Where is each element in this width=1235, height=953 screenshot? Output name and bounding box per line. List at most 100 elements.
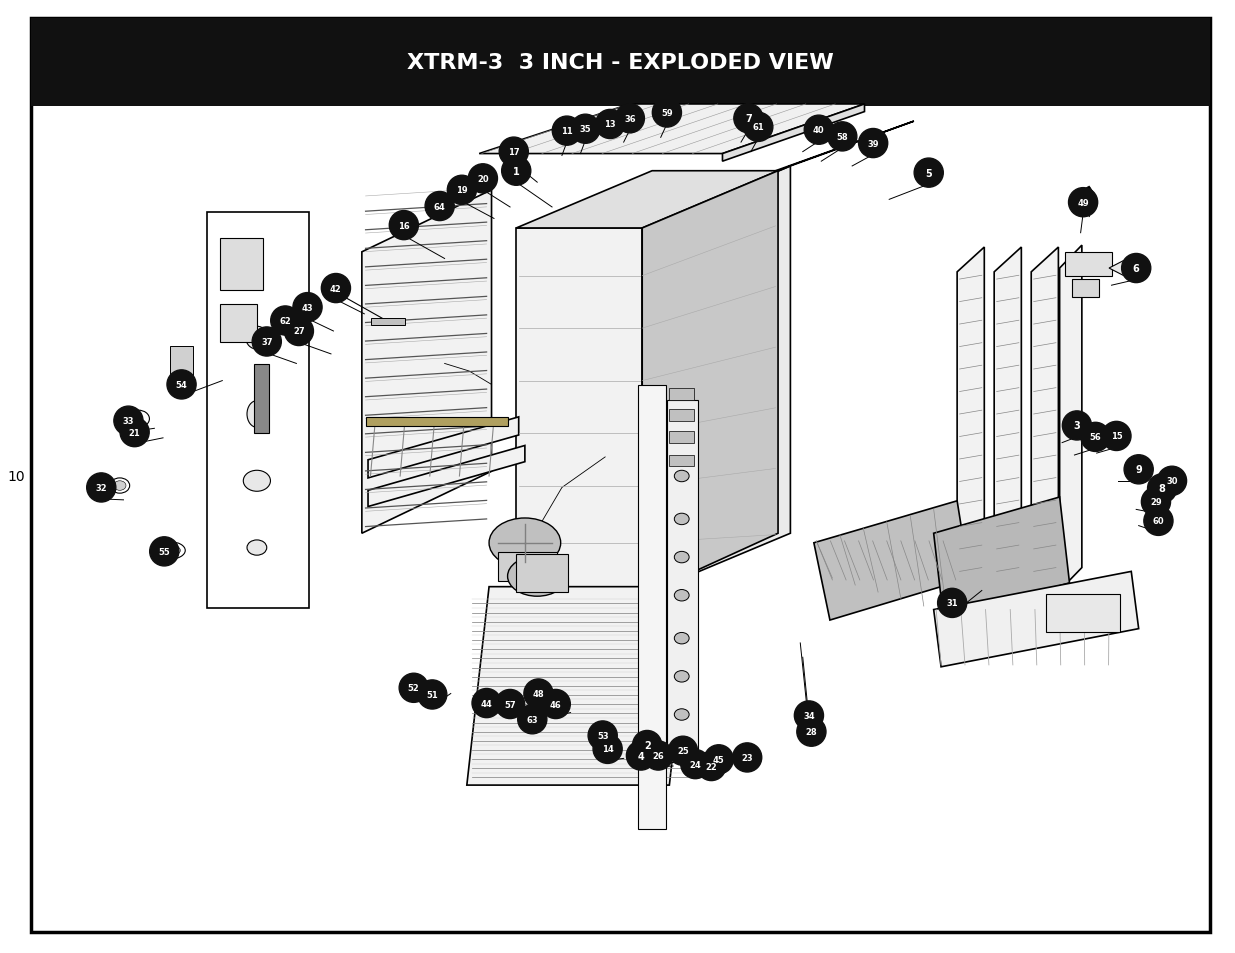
- Ellipse shape: [270, 307, 300, 335]
- Text: 33: 33: [122, 416, 135, 426]
- Ellipse shape: [247, 401, 267, 428]
- Text: 56: 56: [1089, 433, 1102, 442]
- Ellipse shape: [1081, 423, 1110, 452]
- Polygon shape: [362, 191, 492, 534]
- Ellipse shape: [937, 589, 967, 618]
- Text: 29: 29: [1150, 497, 1162, 507]
- Text: 37: 37: [261, 337, 273, 347]
- Ellipse shape: [674, 709, 689, 720]
- Polygon shape: [722, 105, 864, 162]
- Bar: [669, 389, 694, 400]
- Ellipse shape: [1062, 412, 1092, 440]
- Bar: [170, 347, 193, 385]
- Text: 61: 61: [752, 123, 764, 132]
- Text: 31: 31: [946, 598, 958, 608]
- Ellipse shape: [588, 721, 618, 750]
- Text: 3: 3: [1073, 421, 1081, 431]
- Ellipse shape: [389, 212, 419, 240]
- Polygon shape: [642, 172, 778, 596]
- Text: XTRM-3  3 INCH - EXPLODED VIEW: XTRM-3 3 INCH - EXPLODED VIEW: [406, 53, 834, 72]
- Polygon shape: [1109, 261, 1139, 276]
- Text: 10: 10: [7, 470, 25, 483]
- Bar: [31, 19, 1210, 107]
- Bar: [220, 238, 263, 291]
- Ellipse shape: [524, 679, 553, 708]
- Text: 54: 54: [175, 380, 188, 390]
- Ellipse shape: [501, 157, 531, 186]
- Ellipse shape: [495, 690, 525, 719]
- Text: 28: 28: [805, 727, 818, 737]
- Ellipse shape: [668, 737, 698, 765]
- Bar: [1072, 280, 1099, 297]
- Ellipse shape: [674, 471, 689, 482]
- Text: 62: 62: [279, 316, 291, 326]
- Text: 40: 40: [813, 126, 825, 135]
- Text: 1: 1: [513, 167, 520, 176]
- Text: 57: 57: [504, 700, 516, 709]
- Polygon shape: [957, 248, 984, 579]
- Ellipse shape: [680, 750, 710, 779]
- Ellipse shape: [1157, 467, 1187, 496]
- Bar: [669, 410, 694, 421]
- Text: 32: 32: [95, 483, 107, 493]
- Ellipse shape: [1121, 254, 1151, 283]
- Ellipse shape: [127, 411, 149, 428]
- Bar: [498, 553, 557, 581]
- Ellipse shape: [674, 552, 689, 563]
- Ellipse shape: [626, 741, 656, 770]
- Ellipse shape: [517, 705, 547, 734]
- Text: 45: 45: [713, 755, 725, 764]
- Ellipse shape: [593, 735, 622, 763]
- Polygon shape: [516, 229, 642, 596]
- Ellipse shape: [827, 123, 857, 152]
- Ellipse shape: [114, 407, 143, 436]
- Ellipse shape: [468, 165, 498, 193]
- Ellipse shape: [1144, 507, 1173, 536]
- Text: 6: 6: [1132, 264, 1140, 274]
- Bar: [370, 318, 405, 326]
- Ellipse shape: [1147, 475, 1177, 503]
- Ellipse shape: [425, 193, 454, 221]
- Text: 39: 39: [867, 139, 879, 149]
- Ellipse shape: [797, 718, 826, 746]
- Text: 30: 30: [1166, 476, 1178, 486]
- Text: 42: 42: [330, 284, 342, 294]
- Text: 16: 16: [398, 221, 410, 231]
- Ellipse shape: [156, 542, 185, 559]
- Bar: [207, 213, 309, 608]
- Text: 26: 26: [652, 751, 664, 760]
- Ellipse shape: [674, 514, 689, 525]
- Polygon shape: [467, 587, 692, 785]
- Ellipse shape: [794, 701, 824, 730]
- Bar: [667, 400, 698, 762]
- Ellipse shape: [399, 674, 429, 702]
- Text: 35: 35: [579, 125, 592, 134]
- Text: 58: 58: [836, 132, 848, 142]
- Bar: [220, 305, 257, 343]
- Text: 48: 48: [532, 689, 545, 699]
- Ellipse shape: [472, 689, 501, 718]
- Polygon shape: [368, 446, 525, 507]
- Polygon shape: [934, 572, 1139, 667]
- Ellipse shape: [149, 537, 179, 566]
- Polygon shape: [1079, 187, 1094, 194]
- Ellipse shape: [571, 115, 600, 144]
- Ellipse shape: [1068, 189, 1098, 217]
- Ellipse shape: [674, 671, 689, 682]
- Polygon shape: [934, 497, 1070, 619]
- Bar: [638, 386, 666, 829]
- Text: 9: 9: [1135, 465, 1142, 475]
- Text: 22: 22: [705, 761, 718, 771]
- Ellipse shape: [674, 633, 689, 644]
- Ellipse shape: [632, 731, 662, 760]
- Polygon shape: [642, 167, 790, 596]
- Ellipse shape: [858, 130, 888, 158]
- Ellipse shape: [734, 105, 763, 133]
- Ellipse shape: [652, 99, 682, 128]
- Text: 23: 23: [741, 753, 753, 762]
- Ellipse shape: [252, 328, 282, 356]
- Ellipse shape: [161, 545, 180, 557]
- Text: 17: 17: [508, 148, 520, 157]
- Text: 64: 64: [433, 202, 446, 212]
- Text: 60: 60: [1152, 517, 1165, 526]
